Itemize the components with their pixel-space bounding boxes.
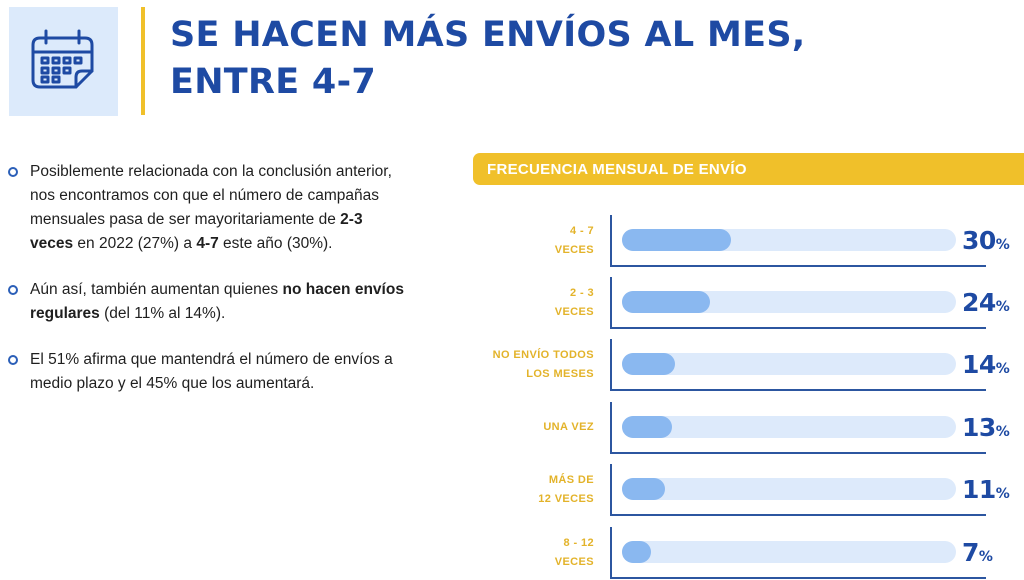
- category-label-line: 4 - 7: [569, 225, 594, 237]
- chart-row: NO ENVÍO TODOS LOS MESES 14%: [470, 339, 1024, 391]
- data-label-value: 11: [962, 475, 996, 504]
- title-line-2: ENTRE 4-7: [170, 62, 377, 102]
- category-label: MÁS DE 12 VECES: [470, 471, 594, 509]
- bar: [622, 353, 675, 375]
- bullet-text-bold: 4-7: [196, 235, 219, 252]
- bar-track: [622, 353, 956, 375]
- axis-line: [610, 215, 612, 267]
- data-label: 30%: [962, 226, 1022, 255]
- bullet-text: Aún así, también aumentan quienes: [30, 281, 283, 298]
- data-label: 24%: [962, 288, 1022, 317]
- bar-track: [622, 291, 956, 313]
- chart-header: FRECUENCIA MENSUAL DE ENVÍO: [473, 153, 1024, 185]
- category-label-line: UNA VEZ: [543, 421, 594, 433]
- bullet-text: (del 11% al 14%).: [99, 305, 226, 322]
- axis-line: [610, 339, 612, 391]
- bar: [622, 541, 651, 563]
- data-label-value: 30: [962, 226, 996, 255]
- bar-track: [622, 541, 956, 563]
- data-label-value: 13: [962, 413, 996, 442]
- axis-line: [610, 277, 612, 329]
- data-label-unit: %: [978, 549, 993, 565]
- bullet-list: Posiblemente relacionada con la conclusi…: [8, 160, 408, 418]
- page-title: SE HACEN MÁS ENVÍOS AL MES, ENTRE 4-7: [170, 12, 805, 106]
- data-label-unit: %: [995, 237, 1010, 253]
- data-label: 13%: [962, 413, 1022, 442]
- data-label-unit: %: [995, 361, 1010, 377]
- bullet-text-bold: 2-3 veces: [30, 211, 363, 252]
- category-label-line: MÁS DE: [548, 474, 594, 486]
- chart-title: FRECUENCIA MENSUAL DE ENVÍO: [487, 161, 747, 178]
- bar-track: [622, 416, 956, 438]
- row-baseline: [610, 514, 986, 516]
- data-label-value: 14: [962, 350, 996, 379]
- category-label-line: 2 - 3: [569, 287, 594, 299]
- row-baseline: [610, 452, 986, 454]
- chart-row: MÁS DE 12 VECES 11%: [470, 464, 1024, 516]
- row-baseline: [610, 327, 986, 329]
- bullet-dot-icon: [8, 167, 18, 177]
- axis-line: [610, 402, 612, 454]
- bullet-text: este año (30%).: [218, 235, 333, 252]
- data-label: 7%: [962, 538, 1022, 567]
- category-label-line: VECES: [554, 306, 594, 318]
- category-label: 8 - 12 VECES: [470, 534, 594, 572]
- category-label-line: 8 - 12: [563, 537, 594, 549]
- bar-track: [622, 229, 956, 251]
- category-label: UNA VEZ: [470, 418, 594, 437]
- axis-line: [610, 527, 612, 579]
- bullet-dot-icon: [8, 285, 18, 295]
- bullet-text: El 51% afirma que mantendrá el número de…: [30, 351, 393, 392]
- bar: [622, 291, 710, 313]
- chart-row: 4 - 7 VECES 30%: [470, 215, 1024, 267]
- title-line-1: SE HACEN MÁS ENVÍOS AL MES,: [170, 15, 806, 55]
- category-label: 4 - 7 VECES: [470, 222, 594, 260]
- chart-row: 8 - 12 VECES 7%: [470, 527, 1024, 579]
- bar: [622, 478, 665, 500]
- data-label-unit: %: [995, 424, 1010, 440]
- data-label-value: 24: [962, 288, 996, 317]
- category-label-line: LOS MESES: [526, 368, 594, 380]
- category-label: NO ENVÍO TODOS LOS MESES: [470, 346, 594, 384]
- row-baseline: [610, 577, 986, 579]
- row-baseline: [610, 265, 986, 267]
- bullet-text: en 2022 (27%) a: [73, 235, 197, 252]
- bar: [622, 229, 731, 251]
- data-label-unit: %: [995, 299, 1010, 315]
- bullet-item: Posiblemente relacionada con la conclusi…: [8, 160, 408, 256]
- chart-row: UNA VEZ 13%: [470, 402, 1024, 454]
- data-label-value: 7: [962, 538, 979, 567]
- bullet-item: El 51% afirma que mantendrá el número de…: [8, 348, 408, 396]
- bullet-text: Posiblemente relacionada con la conclusi…: [30, 163, 392, 228]
- category-label-line: 12 VECES: [538, 493, 594, 505]
- category-label-line: NO ENVÍO TODOS: [492, 349, 594, 361]
- row-baseline: [610, 389, 986, 391]
- calendar-icon: [31, 29, 94, 89]
- bullet-dot-icon: [8, 355, 18, 365]
- category-label-line: VECES: [554, 556, 594, 568]
- data-label: 14%: [962, 350, 1022, 379]
- bullet-text-bold: no hacen envíos regulares: [30, 281, 404, 322]
- category-label-line: VECES: [554, 244, 594, 256]
- calendar-icon-box: [9, 7, 118, 116]
- title-divider: [141, 7, 145, 115]
- data-label-unit: %: [995, 486, 1010, 502]
- data-label: 11%: [962, 475, 1022, 504]
- chart-row: 2 - 3 VECES 24%: [470, 277, 1024, 329]
- axis-line: [610, 464, 612, 516]
- bar: [622, 416, 672, 438]
- category-label: 2 - 3 VECES: [470, 284, 594, 322]
- bar-track: [622, 478, 956, 500]
- bullet-item: Aún así, también aumentan quienes no hac…: [8, 278, 408, 326]
